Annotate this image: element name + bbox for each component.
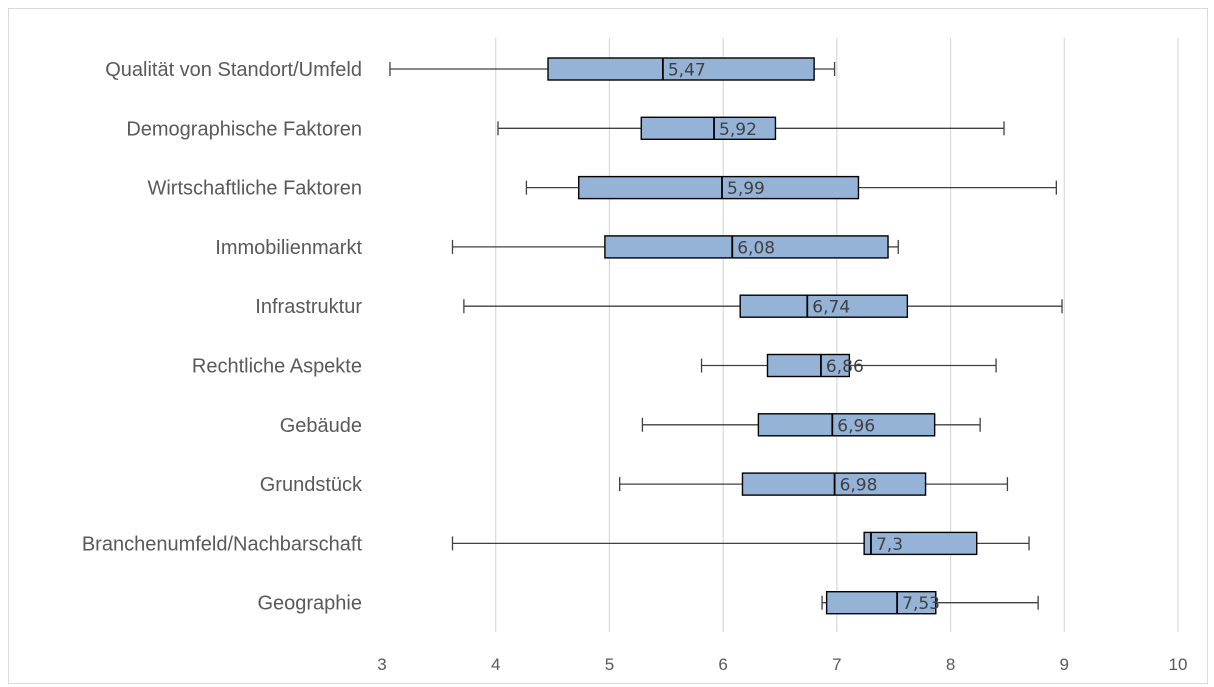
box-rect-3 — [604, 235, 889, 259]
category-label-3: Immobilienmarkt — [215, 237, 362, 259]
box-row-3: 6,08 — [451, 235, 899, 259]
box-row-1: 5,92 — [497, 116, 1005, 141]
data-label-2: 5,99 — [727, 179, 765, 199]
gridlines — [495, 38, 1179, 632]
x-tick-label-10: 10 — [1169, 655, 1188, 674]
box-rect-5 — [766, 353, 851, 378]
data-label-4: 6,74 — [812, 298, 850, 318]
data-label-0: 5,47 — [668, 61, 706, 81]
box-row-2: 5,99 — [525, 175, 1057, 200]
data-label-5: 6,86 — [826, 357, 864, 377]
chart-frame — [8, 8, 1208, 684]
x-tick-label-3: 3 — [377, 655, 386, 674]
x-tick-label-9: 9 — [1060, 655, 1069, 674]
box-rect-6 — [757, 413, 936, 437]
category-label-0: Qualität von Standort/Umfeld — [105, 59, 362, 81]
box-row-7: 6,98 — [619, 472, 1009, 496]
data-label-3: 6,08 — [737, 238, 775, 258]
category-label-4: Infrastruktur — [255, 296, 362, 318]
x-axis-tick-labels: 3 4 5 6 7 8 9 10 — [377, 655, 1187, 674]
box-row-0: 5,47 — [389, 57, 836, 81]
boxes: 5,47 5,92 5,99 6,08 6,74 6,86 6,96 6,98 7,3 7,53 — [389, 57, 1063, 615]
box-row-6: 6,96 — [641, 413, 981, 437]
x-tick-label-4: 4 — [491, 655, 500, 674]
data-label-1: 5,92 — [719, 120, 757, 140]
category-labels: Qualität von Standort/Umfeld Demographisc… — [82, 59, 363, 615]
x-tick-label-8: 8 — [946, 655, 955, 674]
data-label-9: 7,53 — [902, 594, 940, 614]
box-row-8: 7,3 — [451, 531, 1030, 556]
box-row-5: 6,86 — [700, 353, 997, 378]
box-row-4: 6,74 — [463, 294, 1063, 318]
data-label-6: 6,96 — [837, 416, 875, 436]
box-rect-2 — [578, 175, 860, 200]
category-label-7: Grundstück — [260, 474, 363, 496]
x-tick-label-5: 5 — [605, 655, 614, 674]
data-label-8: 7,3 — [876, 535, 903, 555]
category-label-1: Demographische Faktoren — [126, 118, 362, 140]
box-row-9: 7,53 — [821, 591, 1039, 615]
box-rect-9 — [825, 591, 937, 615]
box-rect-4 — [739, 294, 909, 318]
box-rect-0 — [547, 57, 815, 81]
data-label-7: 6,98 — [840, 476, 878, 496]
category-label-6: Gebäude — [280, 415, 362, 437]
box-rect-1 — [640, 116, 777, 141]
category-label-2: Wirtschaftliche Faktoren — [147, 178, 362, 200]
x-tick-label-6: 6 — [718, 655, 727, 674]
category-label-5: Rechtliche Aspekte — [192, 356, 362, 378]
x-tick-label-7: 7 — [832, 655, 841, 674]
category-label-9: Geographie — [257, 593, 362, 615]
box-rect-8 — [863, 531, 978, 556]
category-label-8: Branchenumfeld/Nachbarschaft — [82, 533, 363, 555]
